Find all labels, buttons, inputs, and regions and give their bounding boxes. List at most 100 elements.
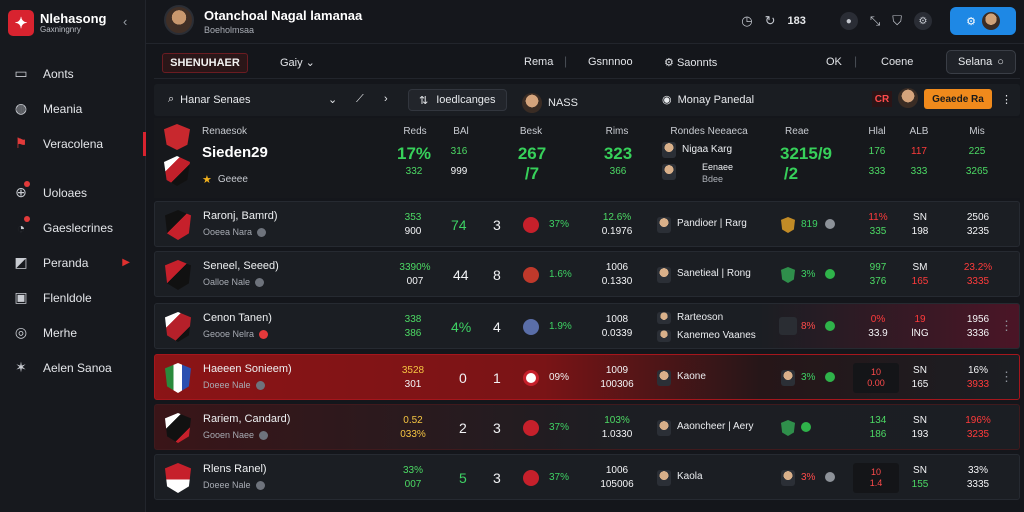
sidebar-item-0[interactable]: ▭ Aonts (0, 56, 146, 91)
table-icon: ▣ (14, 289, 28, 305)
expand-icon[interactable]: ⤡ (869, 13, 881, 28)
stat-value: 2 (459, 420, 467, 436)
table-row[interactable]: Rariem, Candard) Gooen Naee 0.52 033% 2 … (154, 404, 1020, 450)
player-name[interactable]: Pandioer | Rarg (677, 218, 747, 229)
notification-dot (24, 216, 30, 222)
table-row[interactable]: Cenon Tanen) Geooe Nelra 338 386 4% 4 1.… (154, 303, 1020, 349)
player-avatar (657, 420, 671, 436)
player-name[interactable]: Kanemeo Vaanes (677, 330, 756, 341)
sidebar-item-2[interactable]: ⚑ Veracolena (0, 126, 146, 161)
sidebar-item-7[interactable]: ◎ Merhe (0, 315, 146, 350)
wand-icon[interactable]: ⟋ (356, 93, 364, 105)
col-header[interactable]: BAl (453, 126, 469, 137)
stat-value: 1009 (605, 365, 629, 376)
clock-icon[interactable]: ◷ (741, 13, 753, 28)
sidebar-item-1[interactable]: ◍ Meania (0, 91, 146, 126)
chevron-right-icon[interactable]: › (384, 93, 388, 105)
team-name: Rlens Ranel) (203, 463, 267, 475)
stat-value: SN (913, 465, 927, 476)
bell-icon[interactable]: ● (839, 12, 858, 30)
sidebar-item-label: Veracolena (43, 136, 104, 151)
table-row[interactable]: Raronj, Bamrd) Ooeea Nara 353 900 74 3 3… (154, 201, 1020, 247)
player-name[interactable]: Kaone (677, 371, 706, 382)
stat-value: 19 (914, 314, 926, 325)
stat-value: 3528 (401, 365, 425, 376)
ball-icon (523, 470, 539, 486)
check-icon (825, 472, 835, 482)
tab-coene[interactable]: Coene (881, 56, 914, 68)
person-filter[interactable]: ◉ Monay Panedal (662, 93, 755, 107)
sidebar-item-label: Flenldole (43, 290, 92, 305)
info-icon (255, 380, 265, 390)
team-crest-icon (165, 260, 191, 290)
tab-main[interactable]: SHENUHAER (162, 53, 248, 73)
sidebar-item-5[interactable]: ◩ Peranda ▶ (0, 245, 146, 280)
stat-value: 0.1976 (601, 226, 633, 237)
profile-button[interactable]: ⚙ (950, 7, 1016, 35)
table-row[interactable]: Rlens Ranel) Doeee Nale 33% 007 5 3 37% … (154, 454, 1020, 500)
player-name[interactable]: Nigaa Karg (682, 144, 733, 155)
orange-button[interactable]: Geaede Ra (924, 89, 992, 109)
stat-value: 333 (910, 166, 928, 177)
col-header[interactable]: Rondes Neeaeca (670, 126, 748, 137)
star-icon: ✶ (15, 359, 27, 375)
collapse-icon[interactable]: ‹ (123, 14, 128, 29)
player-name[interactable]: Sanetieal | Rong (677, 268, 751, 279)
col-header[interactable]: Mis (969, 126, 985, 137)
arrow-right-icon: ▶ (122, 257, 130, 268)
stat-value: 134 (869, 415, 887, 426)
player-name[interactable]: Rarteoson (677, 312, 724, 323)
stat-value: 3265 (965, 166, 989, 177)
col-header[interactable]: Reds (403, 126, 427, 137)
sidebar-item-4[interactable]: ◔ Gaeslecrines (0, 210, 146, 245)
player-name[interactable]: Eenaee (702, 162, 734, 172)
stat-value: 37% (549, 219, 570, 230)
tab-saonnts[interactable]: ⚙ Saonnts (664, 57, 718, 69)
col-header[interactable]: ALB (909, 126, 929, 137)
sidebar-item-3[interactable]: ⊕ Uoloaes (0, 175, 146, 210)
stat-value: 37% (549, 422, 570, 433)
shield-icon[interactable]: ⛉ (892, 13, 902, 28)
globe-icon: ◍ (14, 100, 28, 116)
stat-value: 33.9 (868, 328, 888, 339)
player-avatar (657, 330, 671, 342)
stat-value: 117 (911, 146, 927, 157)
user-icon: ◉ (662, 94, 672, 106)
sort-dropdown[interactable]: Gaiy ⌄ (280, 57, 315, 69)
logo-title: Nlehasong (40, 10, 107, 26)
stat-value: 5 (459, 470, 467, 486)
table-row[interactable]: Haeeen Sonieem) Doeee Nale 3528 301 0 1 … (154, 354, 1020, 400)
filter-chip[interactable]: ⇅ Ioedlcanges (408, 89, 507, 111)
tab-ok[interactable]: OK (826, 56, 842, 68)
stat-value: 225 (968, 146, 986, 157)
col-header[interactable]: Rims (605, 126, 629, 137)
team-crest-icon (165, 312, 191, 342)
chevron-down-icon[interactable]: ⌄ (328, 94, 338, 106)
tab-rema[interactable]: Rema (524, 56, 554, 68)
sidebar-item-6[interactable]: ▣ Flenldole (0, 280, 146, 315)
search-input[interactable]: ⌕ Hanar Senaes (168, 93, 251, 106)
select-button[interactable]: Selana ○ (946, 50, 1016, 74)
settings-icon[interactable]: ⚙ (914, 12, 932, 30)
col-header[interactable]: Besk (519, 126, 543, 137)
match-selector[interactable]: NASS (522, 93, 578, 113)
tab-gsnnnoo[interactable]: Gsnnnoo (588, 56, 633, 68)
refresh-icon[interactable]: ↻ (764, 13, 776, 28)
sidebar-item-label: Peranda (43, 255, 89, 270)
avatar[interactable] (898, 88, 918, 108)
col-header[interactable]: Hlal (868, 126, 886, 137)
table-row[interactable]: Seneel, Seeed) Oalloe Nale 3390% 007 44 … (154, 251, 1020, 297)
player-name[interactable]: Aaoncheer | Aery (677, 421, 754, 432)
logo[interactable]: ✦ Nlehasong Gaxningnry (8, 8, 106, 38)
team-name: Haeeen Sonieem) (203, 363, 292, 375)
avatar[interactable] (164, 5, 194, 35)
col-header[interactable]: Reae (785, 126, 809, 137)
sidebar-item-8[interactable]: ✶ Aelen Sanoa (0, 350, 146, 385)
player-name[interactable]: Kaola (677, 471, 703, 482)
more-icon[interactable]: ⋮ (1000, 318, 1013, 333)
more-icon[interactable]: ⋮ (1000, 369, 1013, 384)
stat-value: 198 (911, 226, 929, 237)
check-icon (825, 219, 835, 229)
team-crest-icon (165, 413, 191, 443)
more-icon[interactable]: ⋮ (1001, 94, 1012, 106)
